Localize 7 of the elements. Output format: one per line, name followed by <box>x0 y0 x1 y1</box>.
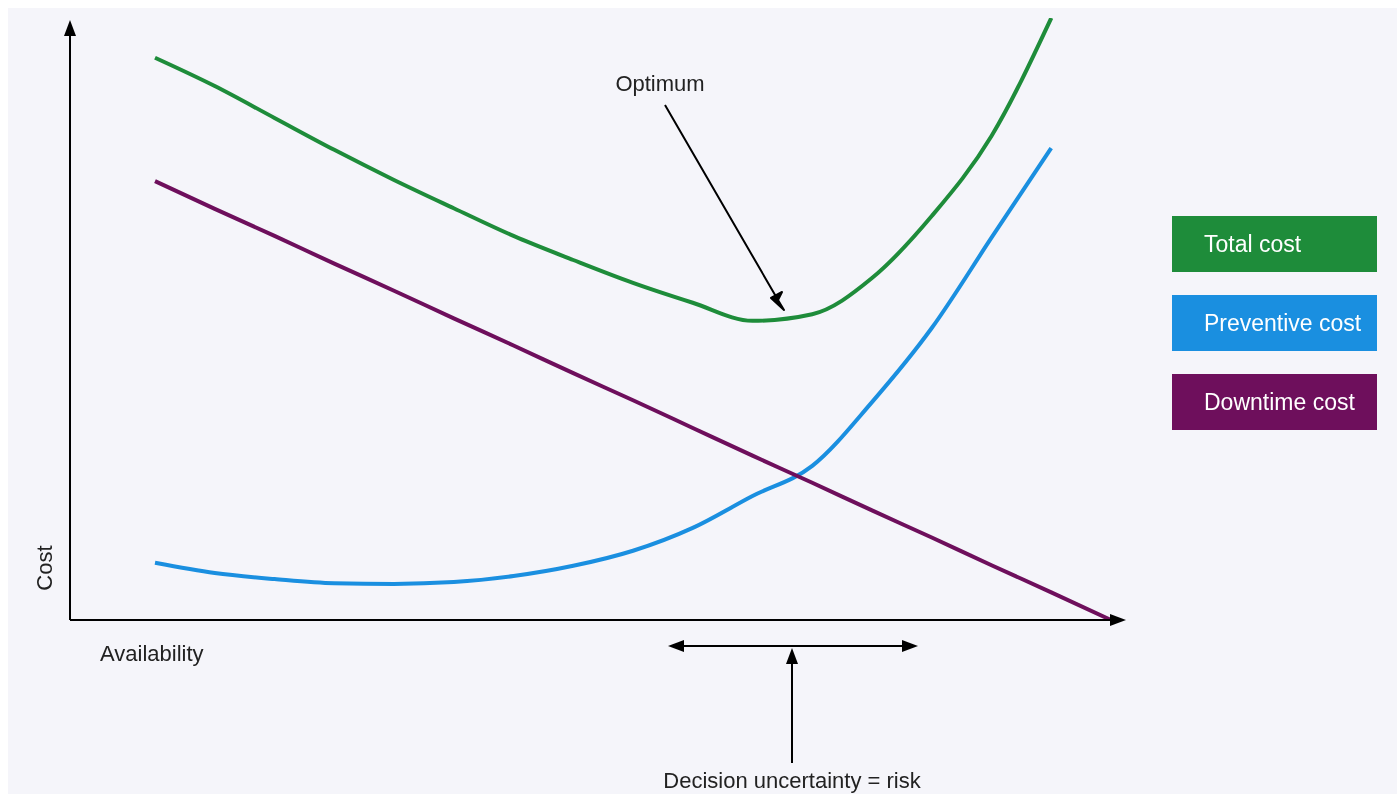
text: Decision uncertainty = risk <box>663 768 922 793</box>
y-axis-title: Cost <box>32 545 57 591</box>
text: Downtime cost <box>1204 388 1355 416</box>
x-axis-title: Availability <box>100 641 204 666</box>
text: Total cost <box>1204 230 1302 258</box>
annotation: Optimum <box>615 71 705 96</box>
text: Preventive cost <box>1204 309 1362 337</box>
